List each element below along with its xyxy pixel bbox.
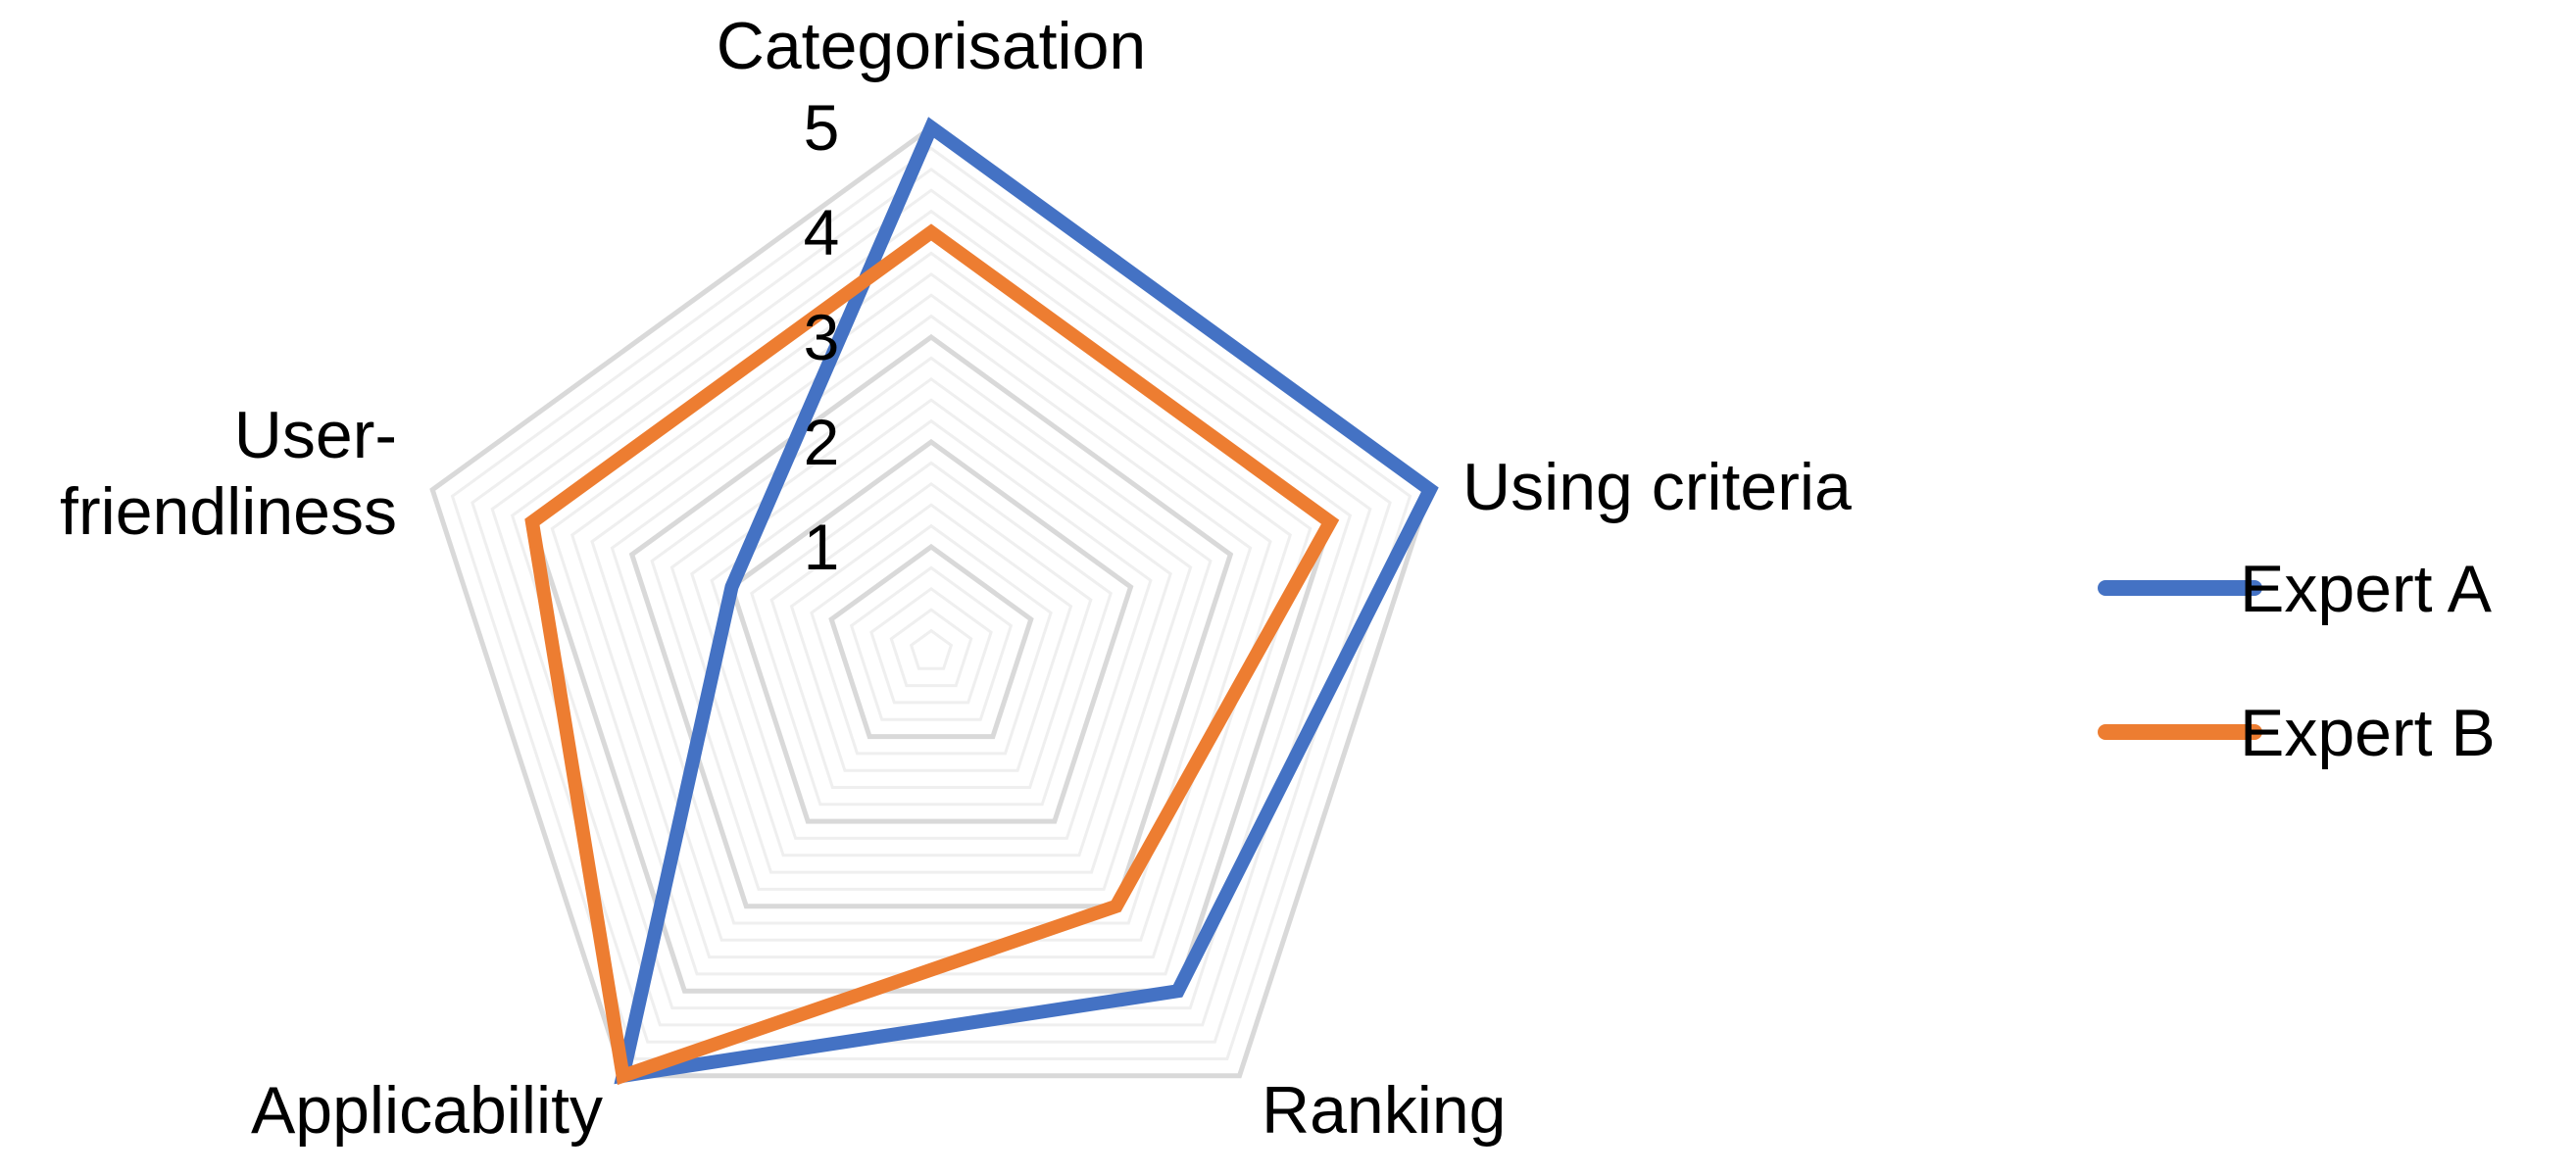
minor-grid-ring [869,586,993,705]
minor-grid-ring [471,167,1392,1044]
tick-label: 4 [804,196,840,269]
minor-grid-ring [810,523,1053,756]
tick-label: 5 [804,91,840,164]
tick-label: 3 [804,301,840,373]
radar-grid [429,123,1433,1079]
category-label: Using criteria [1462,450,1852,524]
major-grid-ring [628,333,1234,909]
minor-grid-ring [610,314,1253,925]
category-labels: Categorisation Using criteria Ranking Appli… [60,9,1852,1148]
legend: Expert A Expert B [2098,552,2496,770]
radial-tick-labels: 1 2 3 4 5 [804,91,840,583]
series-line-expert-a [614,117,1439,1085]
category-label: User-friendliness [60,398,397,549]
major-grid-ring [828,543,1034,740]
minor-grid-ring [789,503,1073,772]
tick-label: 2 [804,406,840,478]
series-layer [524,117,1439,1086]
minor-grid-ring [510,209,1353,1010]
minor-grid-ring [909,628,954,670]
minor-grid-ring [769,481,1093,789]
category-label: Categorisation [717,9,1146,83]
minor-grid-ring [889,608,973,688]
minor-grid-ring [570,271,1293,959]
minor-grid-ring [650,356,1213,891]
legend-label: Expert A [2240,552,2493,626]
minor-grid-ring [849,565,1014,721]
tick-label: 1 [804,511,840,583]
series-line-expert-b [524,223,1340,1086]
minor-grid-ring [450,146,1412,1060]
major-grid-ring [728,438,1134,824]
minor-grid-ring [590,293,1272,942]
minor-grid-ring [669,376,1193,874]
legend-label: Expert B [2240,696,2496,770]
minor-grid-ring [750,461,1113,807]
category-label: Ranking [1262,1073,1507,1148]
category-label: Applicability [251,1073,603,1148]
minor-grid-ring [690,398,1172,857]
